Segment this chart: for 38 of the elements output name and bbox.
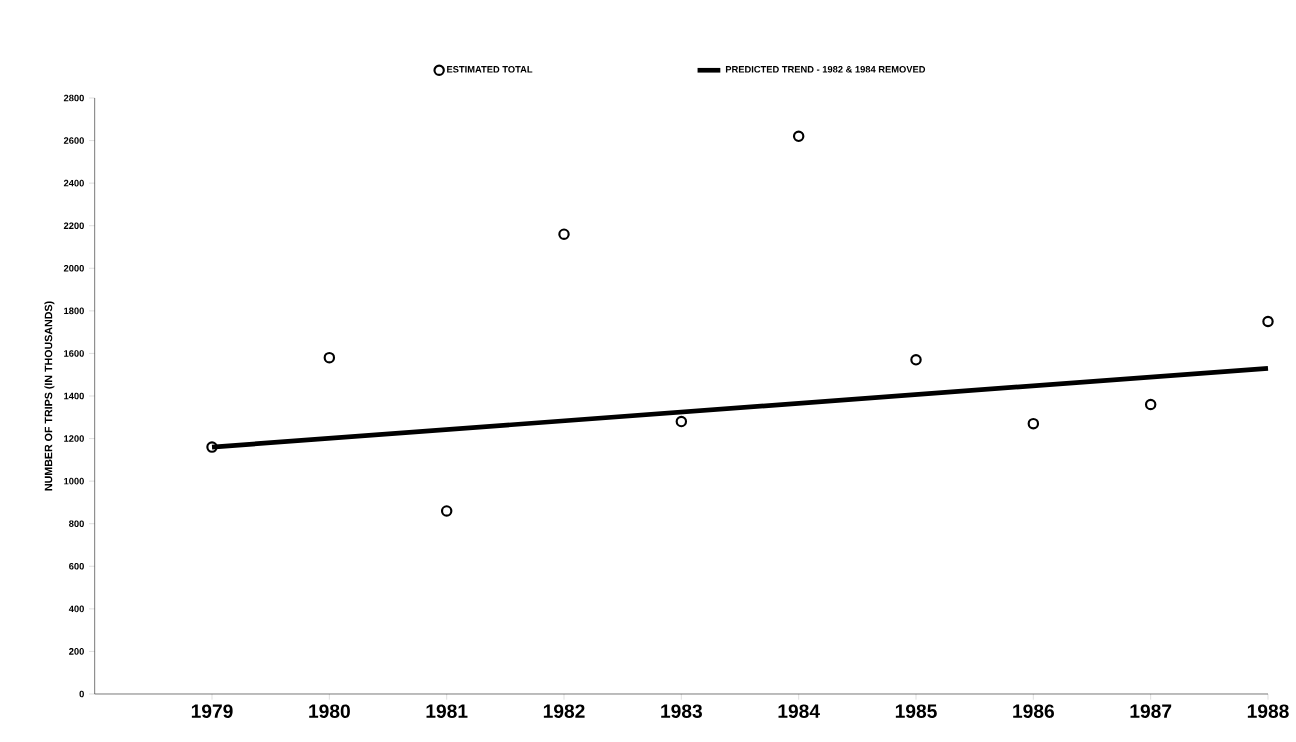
x-tick-label: 1985 <box>895 704 937 718</box>
x-tick-label: 1979 <box>191 704 233 718</box>
x-tick-label: 1984 <box>778 704 820 718</box>
x-tick-label: 1982 <box>543 704 585 718</box>
y-tick-label: 2600 <box>63 137 84 144</box>
point <box>675 415 688 428</box>
y-tick-label: 1200 <box>64 435 84 442</box>
y-tick-label: 1400 <box>64 392 84 400</box>
y-tick-label: 2800 <box>63 94 84 102</box>
y-tick-label: 400 <box>68 605 84 613</box>
y-tick-label: 1000 <box>64 477 84 485</box>
point <box>1027 417 1040 430</box>
y-tick-label: 0 <box>79 690 84 698</box>
x-tick-label: 1988 <box>1247 704 1289 718</box>
y-tick-label: 2200 <box>63 222 84 229</box>
x-tick-label: 1986 <box>1013 704 1054 718</box>
point <box>792 130 805 143</box>
x-tick-label: 1981 <box>426 704 468 718</box>
x-tick-label: 1980 <box>309 704 350 718</box>
point <box>440 505 453 517</box>
point <box>1144 398 1157 411</box>
point <box>206 441 218 453</box>
x-tick-label: 1987 <box>1130 704 1172 718</box>
y-tick-label: 2400 <box>63 179 84 187</box>
point <box>323 351 336 364</box>
point <box>910 354 922 366</box>
y-tick-label: 1800 <box>64 307 84 315</box>
legend-label: ESTIMATED TOTAL <box>447 66 533 73</box>
point <box>1262 315 1274 328</box>
y-tick-label: 2000 <box>63 264 84 272</box>
y-tick-label: 1600 <box>64 350 84 357</box>
y-tick-label: 200 <box>69 648 84 655</box>
y-axis-title: NUMBER OF TRIPS (IN THOUSANDS) <box>44 301 55 491</box>
y-tick-label: 800 <box>69 520 84 527</box>
point <box>558 228 570 240</box>
legend-label: PREDICTED TREND - 1982 & 1984 REMOVED <box>725 66 926 73</box>
x-tick-label: 1983 <box>661 704 702 718</box>
y-tick-label: 600 <box>69 562 84 570</box>
